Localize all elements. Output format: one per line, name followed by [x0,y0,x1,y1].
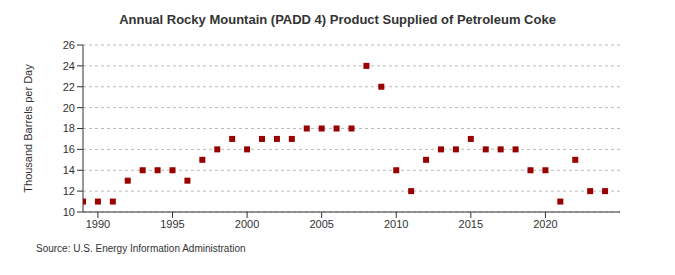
svg-text:Thousand Barrels per Day: Thousand Barrels per Day [22,64,34,193]
svg-text:26: 26 [63,39,75,51]
svg-text:2005: 2005 [309,218,333,230]
html-text:Annual Rocky Mountain (PADD 4): Annual Rocky Mountain (PADD 4) Product S… [119,12,556,27]
svg-text:10: 10 [63,206,75,218]
svg-text:14: 14 [63,164,75,176]
svg-text:2015: 2015 [459,218,483,230]
svg-text:20: 20 [63,102,75,114]
svg-text:1995: 1995 [160,218,184,230]
html-text:Source: U.S. Energy Informatio: Source: U.S. Energy Information Administ… [36,243,246,254]
svg-text:2020: 2020 [533,218,557,230]
svg-text:12: 12 [63,185,75,197]
svg-text:16: 16 [63,143,75,155]
svg-text:18: 18 [63,122,75,134]
svg-text:2010: 2010 [384,218,408,230]
svg-text:1990: 1990 [86,218,110,230]
svg-text:22: 22 [63,81,75,93]
svg-text:2000: 2000 [235,218,259,230]
svg-text:24: 24 [63,60,75,72]
